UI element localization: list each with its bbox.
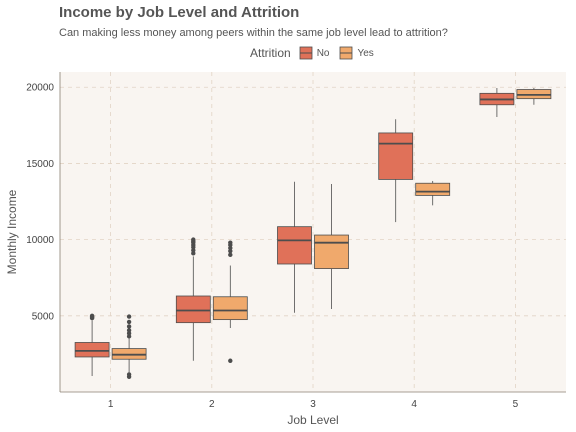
box-level-1-no [74,342,110,358]
legend-key-yes [340,46,353,60]
outlier-point-level-2-yes [228,252,233,258]
y-tick-label: 20000 [26,83,54,94]
outlier-point-level-1-yes [126,372,132,377]
x-axis-title: Job Level [287,413,338,427]
outlier-point-level-2-no [191,237,196,242]
outlier-point-level-1-no [89,313,95,319]
x-tick-label: 3 [310,399,316,410]
box-level-2-yes [212,296,248,321]
x-tick-label: 1 [108,399,114,410]
box-level-3-yes [314,234,349,269]
outlier-point-level-2-yes [228,240,233,245]
box-level-2-no [175,295,211,324]
box-level-3-no [277,226,312,265]
box-level-4-no [378,132,414,180]
outlier-point-level-1-yes [126,319,132,325]
y-axis-title: Monthly Income [5,189,19,274]
outlier-point-level-2-no [191,251,196,256]
x-tick-label: 5 [513,399,519,410]
outlier-point-level-2-yes [228,248,233,254]
y-tick-label: 15000 [26,159,54,170]
legend-key-no [299,46,313,60]
outlier-point-level-1-yes [126,331,132,336]
chart-title: Income by Job Level and Attrition [59,4,300,21]
legend-label-yes: Yes [357,47,374,59]
legend: Attrition No Yes [250,45,384,61]
outlier-point-level-1-yes [126,324,132,329]
x-tick-label: 4 [411,399,417,410]
outlier-point-level-2-yes [228,245,233,251]
legend-title: Attrition [250,46,291,60]
y-tick-label: 5000 [32,311,55,322]
chart-subtitle: Can making less money among peers within… [59,27,448,39]
box-level-4-yes [415,182,451,196]
legend-item-no: No [299,46,330,60]
legend-label-no: No [316,47,330,59]
y-tick-label: 10000 [26,235,54,246]
outlier-point-level-2-no [191,248,196,253]
outlier-point-level-1-yes [126,334,132,339]
legend-item-yes: Yes [339,46,374,60]
x-tick-label: 2 [209,399,215,410]
outlier-point-level-1-yes [126,328,132,333]
outlier-point-level-2-yes [228,358,233,363]
outlier-point-level-1-yes [126,314,132,319]
